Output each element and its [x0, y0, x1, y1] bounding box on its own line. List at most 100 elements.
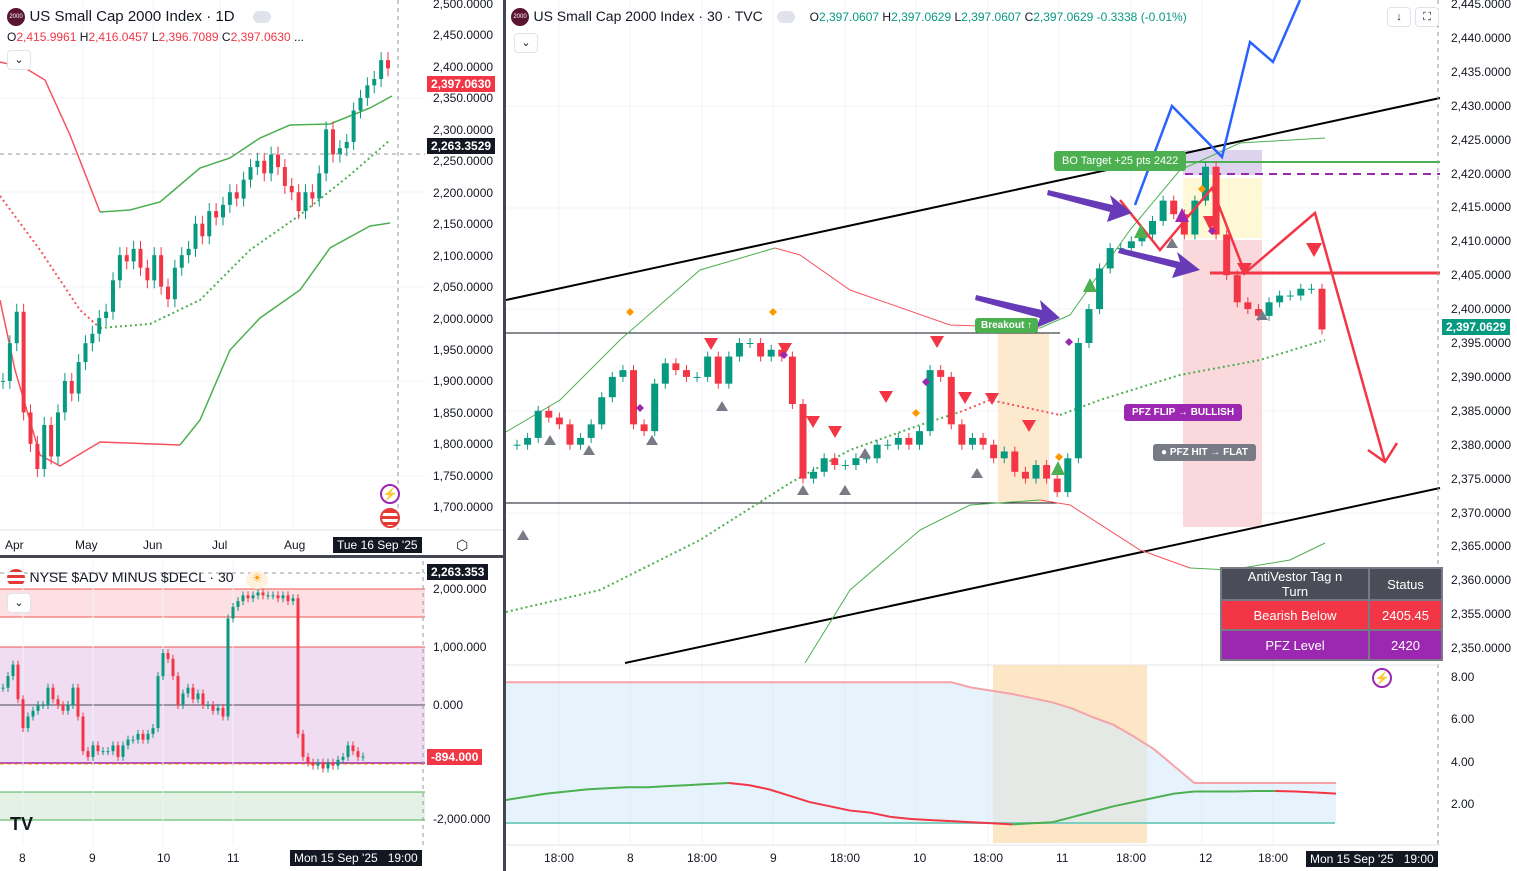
adv-decl-chart[interactable]: NYSE $ADV MINUS $DECL · 30 ☀ ⌄ 2,000.000… [0, 561, 503, 871]
axis-label: 18:00 [544, 851, 575, 865]
indicator-segment [1315, 791, 1337, 795]
main-chart-canvas[interactable] [506, 0, 1517, 871]
axis-label: 11 [227, 851, 240, 865]
indicator-segment [566, 788, 588, 793]
candle [286, 595, 290, 602]
axis-label: 2,440.0000 [1451, 30, 1512, 45]
candle [1233, 275, 1241, 303]
indicator-segment [971, 821, 992, 825]
symbol-title[interactable]: US Small Cap 2000 Index · 30 · TVC [533, 8, 763, 25]
left-daily-chart[interactable]: 2000 US Small Cap 2000 Index · 1D O2,415… [0, 0, 503, 558]
candle [1000, 451, 1008, 459]
candle [365, 85, 370, 98]
axis-label: 9 [770, 851, 777, 865]
candle [1074, 343, 1082, 459]
candle [21, 311, 26, 413]
axis-label: 8 [19, 851, 26, 865]
visibility-toggle-icon[interactable] [777, 11, 796, 23]
breakout-label[interactable]: Breakout ↑ [975, 318, 1039, 333]
candle [619, 370, 627, 377]
pfz-flip-label[interactable]: PFZ FLIP → BULLISH [1124, 404, 1243, 421]
candle [894, 437, 902, 445]
lightning-alert-icon[interactable]: ⚡ [380, 484, 400, 504]
symbol-title[interactable]: US Small Cap 2000 Index · 1D [29, 8, 235, 26]
main-30m-chart[interactable]: 2000 US Small Cap 2000 Index · 30 · TVC … [506, 0, 1517, 871]
bearish-projection-path[interactable] [1119, 185, 1387, 463]
candle [1127, 241, 1135, 249]
bo-target-label[interactable]: BO Target +25 pts 2422 [1054, 151, 1187, 171]
indicator-segment [809, 801, 831, 808]
candle [317, 173, 322, 199]
adv-chart-canvas[interactable] [0, 561, 503, 871]
candle [97, 318, 102, 334]
candle [831, 458, 839, 466]
candle [234, 192, 239, 199]
visibility-toggle-icon[interactable] [253, 11, 272, 23]
candle [1, 380, 5, 382]
main-chart-header: 2000 US Small Cap 2000 Index · 30 · TVC … [511, 8, 1187, 26]
axis-label: 2,395.0000 [1451, 336, 1512, 350]
pfz-hit-label[interactable]: ● PFZ HIT → FLAT [1153, 444, 1256, 461]
indicator-segment [1113, 801, 1134, 808]
lower-band-line-green [179, 222, 391, 446]
candle [296, 598, 300, 734]
candle [534, 410, 542, 438]
indicator-segment [1295, 790, 1316, 794]
fullscreen-button[interactable]: ⛶ [1415, 7, 1439, 27]
candle [36, 705, 40, 711]
collapse-legend-button[interactable]: ⌄ [7, 593, 31, 613]
candle [49, 424, 54, 457]
axis-label: Aug [284, 538, 306, 552]
candle [1265, 302, 1273, 316]
lower-trendline[interactable] [624, 487, 1441, 664]
candle [344, 141, 349, 149]
settings-gear-icon[interactable]: ⬡ [456, 537, 469, 553]
candle [331, 762, 335, 766]
candle [126, 739, 130, 746]
us-flag-events-icon[interactable] [380, 508, 400, 528]
axis-label: 10 [913, 851, 927, 865]
left-chart-canvas[interactable] [0, 0, 503, 558]
candle [725, 356, 733, 384]
main-candles [513, 161, 1326, 498]
candle [916, 431, 923, 445]
candle [598, 397, 606, 425]
lightning-alert-icon[interactable]: ⚡ [1372, 668, 1392, 688]
candle [156, 676, 160, 729]
axis-label: 2,405.0000 [1451, 268, 1512, 283]
collapse-legend-button[interactable]: ⌄ [7, 50, 31, 70]
scroll-down-button[interactable]: ↓ [1387, 7, 1411, 27]
upper-trendline[interactable] [506, 97, 1441, 301]
candle [248, 167, 253, 180]
axis-label: 2,445.0000 [1451, 0, 1512, 11]
candle [172, 267, 177, 300]
axis-label: 11 [1056, 851, 1069, 865]
candle [303, 192, 308, 212]
pane-divider[interactable] [503, 0, 506, 871]
tradingview-logo[interactable]: TV [10, 814, 34, 834]
candle [136, 733, 140, 740]
candle [968, 437, 976, 445]
bullish-projection-path[interactable] [1133, 0, 1302, 206]
candle [778, 349, 786, 357]
candle [1201, 166, 1209, 201]
candle [138, 248, 143, 268]
collapse-legend-button[interactable]: ⌄ [514, 33, 538, 53]
axis-label: 2,355.0000 [1451, 607, 1512, 622]
adv-title[interactable]: NYSE $ADV MINUS $DECL · 30 [29, 569, 234, 586]
axis-label: 8.00 [1451, 670, 1475, 684]
indicator-fill [506, 682, 1336, 823]
axis-label: 4.00 [1451, 754, 1475, 769]
candle [31, 710, 35, 717]
candle [42, 424, 47, 470]
indicator-segment [607, 786, 628, 790]
axis-label: 2,100.0000 [433, 248, 494, 263]
candle [1032, 465, 1040, 479]
candle [852, 458, 860, 466]
candle [873, 444, 881, 459]
candle [714, 356, 722, 384]
candle [682, 370, 690, 377]
antivestor-status-table: AntiVestor Tag n Turn Status Bearish Belo… [1220, 567, 1443, 661]
candle [767, 349, 775, 357]
candle [269, 154, 274, 174]
